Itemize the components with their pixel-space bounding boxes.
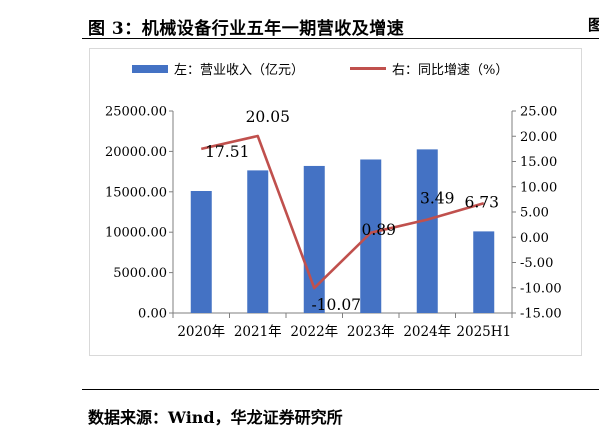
right-tick-label: -10.00 (520, 281, 562, 296)
data-source: 数据来源：Wind，华龙证券研究所 (88, 408, 343, 427)
left-tick-label: 15000.00 (105, 185, 167, 200)
legend-swatch-bar (132, 64, 168, 73)
top-rule (82, 38, 599, 39)
right-tick-label: 0.00 (520, 231, 549, 246)
revenue-bar (303, 165, 325, 313)
left-tick-label: 20000.00 (105, 145, 167, 160)
x-tick-label: 2021年 (234, 324, 282, 340)
x-tick-label: 2020年 (177, 324, 225, 340)
growth-data-label: -10.07 (311, 296, 361, 314)
revenue-bar (473, 231, 495, 313)
growth-data-label: 17.51 (205, 143, 249, 161)
growth-data-label: 3.49 (420, 190, 455, 208)
right-tick-label: -15.00 (520, 307, 562, 322)
right-tick-label: -5.00 (520, 256, 553, 271)
x-tick-label: 2025H1 (456, 324, 511, 340)
right-tick-label: 20.00 (520, 130, 557, 145)
bottom-rule (82, 389, 599, 390)
growth-data-label: 0.89 (361, 221, 396, 239)
figure-title: 图 3：机械设备行业五年一期营收及增速 (88, 19, 405, 39)
right-tick-label: 5.00 (520, 206, 549, 221)
growth-data-label: 6.73 (464, 193, 499, 211)
edge-fragment: 图 (588, 16, 599, 34)
growth-line (200, 134, 485, 290)
revenue-bar (190, 190, 212, 313)
revenue-bar (247, 170, 269, 313)
left-tick-label: 25000.00 (105, 105, 167, 120)
growth-data-label: 20.05 (246, 108, 290, 126)
right-tick-label: 15.00 (520, 155, 557, 170)
revenue-bar (360, 159, 382, 313)
left-tick-label: 5000.00 (113, 266, 167, 281)
revenue-bar (416, 149, 438, 313)
left-tick-label: 0.00 (138, 307, 167, 322)
x-tick-label: 2022年 (290, 324, 338, 340)
legend-item-revenue: 左：营业收入（亿元） (132, 59, 304, 78)
legend-label-growth: 右：同比增速（%） (392, 63, 509, 78)
legend-item-growth: 右：同比增速（%） (350, 59, 508, 78)
right-tick-label: 25.00 (520, 105, 557, 120)
left-tick-label: 10000.00 (105, 226, 167, 241)
legend-label-revenue: 左：营业收入（亿元） (174, 63, 305, 78)
x-tick-label: 2024年 (403, 324, 451, 340)
legend-swatch-line (350, 67, 386, 70)
right-tick-label: 10.00 (520, 180, 557, 195)
chart-frame (89, 48, 582, 356)
x-tick-label: 2023年 (347, 324, 395, 340)
